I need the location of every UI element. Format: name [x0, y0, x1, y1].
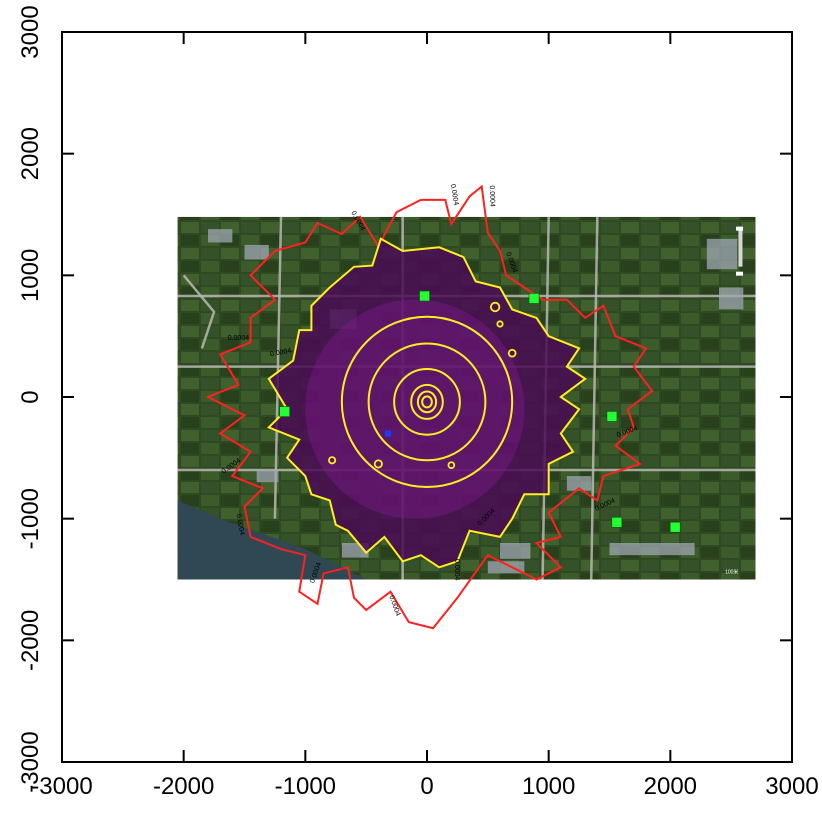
zoom-handle-icon: [736, 272, 743, 276]
basemap-building: [208, 229, 232, 242]
contour-value-label: 0.0004: [449, 184, 460, 206]
receptor-marker: [280, 407, 290, 417]
x-tick-label: 2000: [644, 773, 697, 800]
basemap-building: [707, 239, 737, 269]
basemap-building: [245, 245, 269, 260]
basemap-building: [500, 543, 530, 559]
x-tick-label: 1000: [522, 773, 575, 800]
receptor-marker: [529, 293, 539, 303]
y-tick-label: -3000: [17, 731, 44, 792]
x-tick-label: 3000: [765, 773, 818, 800]
y-tick-label: 1000: [17, 249, 44, 302]
y-tick-label: -2000: [17, 610, 44, 671]
y-tick-label: 0: [17, 390, 44, 403]
receptor-marker: [420, 291, 430, 301]
y-tick-label: 3000: [17, 5, 44, 58]
x-tick-label: -2000: [153, 773, 214, 800]
contour-value-label: 0.0004: [453, 559, 460, 581]
contour-value-label: 0.0004: [488, 185, 496, 207]
contour-value-label: 0.0004: [228, 335, 250, 342]
zoom-slider-icon: [738, 227, 742, 267]
receptor-marker: [607, 411, 617, 421]
map-scale-label: 100米: [725, 568, 738, 575]
y-tick-label: 2000: [17, 127, 44, 180]
receptor-marker: [670, 522, 680, 532]
zoom-handle-icon: [736, 227, 743, 231]
basemap-building: [610, 543, 695, 555]
y-tick-label: -1000: [17, 488, 44, 549]
basemap-building: [257, 470, 279, 482]
x-tick-label: -1000: [275, 773, 336, 800]
source-marker: [385, 431, 391, 437]
x-tick-label: 0: [420, 773, 433, 800]
receptor-marker: [612, 517, 622, 527]
basemap-building: [719, 288, 743, 310]
